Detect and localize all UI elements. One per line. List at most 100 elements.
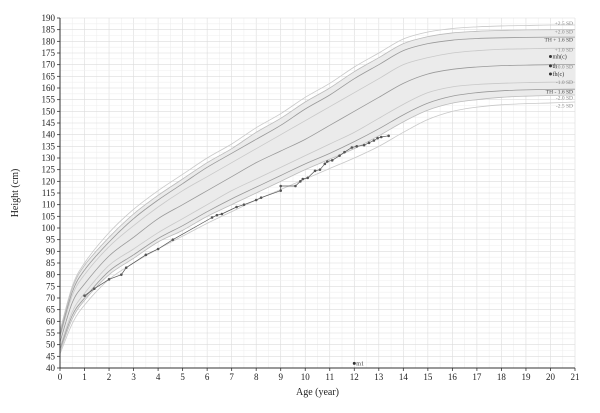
y-tick-label: 165	[42, 71, 56, 81]
patient-height-point	[355, 145, 359, 148]
x-tick-label: 10	[301, 372, 311, 382]
reference-curve	[59, 88, 576, 350]
patient-height-point	[279, 189, 283, 192]
x-tick-label: 17	[472, 372, 482, 382]
patient-height-point	[171, 238, 175, 241]
patient-height-point	[379, 135, 383, 139]
patient-height-point	[338, 154, 341, 157]
parental-mark-label: m1	[356, 361, 364, 367]
patient-height-point	[372, 139, 376, 142]
patient-height-point	[326, 160, 329, 163]
parental-mark-label: mh(c)	[552, 54, 566, 61]
y-tick-label: 80	[46, 270, 56, 280]
x-tick-label: 5	[180, 372, 185, 382]
patient-height-point	[144, 253, 148, 257]
x-tick-label: 7	[229, 372, 234, 382]
y-tick-label: 150	[42, 106, 56, 116]
x-tick-label: 19	[521, 372, 531, 382]
patient-height-point	[387, 134, 390, 138]
x-tick-label: 1	[82, 372, 87, 382]
patient-height-point	[301, 177, 305, 181]
patient-height-point	[107, 278, 111, 281]
reference-label: +1.0 SD	[555, 47, 573, 53]
patient-height-point	[210, 216, 214, 219]
patient-height-point	[279, 184, 283, 188]
y-tick-label: 175	[42, 48, 56, 58]
y-tick-label: 100	[42, 223, 56, 233]
x-tick-label: 11	[325, 372, 334, 382]
patient-height-point	[313, 169, 317, 173]
y-tick-label: 90	[46, 246, 56, 256]
y-tick-label: 95	[46, 235, 56, 245]
y-tick-label: 105	[42, 211, 56, 221]
parental-mark-point	[548, 64, 552, 68]
reference-curve	[59, 94, 576, 352]
y-tick-label: 145	[42, 118, 56, 128]
patient-height-point	[367, 141, 371, 145]
patient-height-point	[220, 212, 224, 216]
x-tick-label: 12	[350, 372, 359, 382]
reference-curve	[59, 36, 576, 336]
y-tick-label: 125	[42, 165, 56, 175]
x-tick-label: 20	[546, 372, 556, 382]
sd-band	[60, 29, 575, 352]
reference-label: ±0.0 SD	[555, 64, 573, 70]
x-tick-label: 4	[156, 372, 161, 382]
x-tick-label: 0	[58, 372, 63, 382]
patient-height-point	[254, 198, 258, 202]
patient-height-point	[299, 180, 302, 183]
patient-height-point	[330, 159, 334, 162]
x-tick-label: 21	[571, 372, 580, 382]
patient-height-point	[242, 203, 246, 206]
y-tick-label: 135	[42, 141, 56, 151]
patient-height-point	[215, 213, 219, 217]
reference-curve	[59, 47, 576, 338]
patient-series	[83, 134, 390, 297]
patient-height-point	[156, 247, 160, 251]
patient-height-point	[323, 162, 327, 166]
patient-height-point	[362, 143, 366, 147]
reference-label: -2.0 SD	[556, 95, 573, 101]
y-tick-label: 60	[46, 316, 56, 326]
x-tick-label: 8	[254, 372, 259, 382]
y-tick-label: 180	[42, 36, 56, 46]
reference-label: +2.0 SD	[555, 29, 573, 35]
y-tick-label: 110	[42, 200, 56, 210]
y-tick-label: 75	[46, 281, 56, 291]
x-tick-label: 14	[399, 372, 409, 382]
y-tick-label: 65	[46, 305, 56, 315]
reference-curve	[59, 81, 576, 348]
x-tick-label: 16	[448, 372, 458, 382]
reference-label: -2.5 SD	[556, 103, 573, 109]
patient-height-point	[343, 150, 346, 154]
patient-height-point	[120, 273, 123, 276]
reference-label: -1.0 SD	[556, 80, 573, 86]
x-tick-label: 9	[278, 372, 283, 382]
sd-band-area	[60, 29, 575, 352]
y-tick-label: 45	[46, 351, 56, 361]
reference-curve	[59, 24, 576, 331]
patient-height-point	[83, 294, 86, 297]
y-tick-label: 85	[46, 258, 56, 268]
x-ticks: 0 1 2 3 4 5 6 7 8 9 10 11 12 13 14 15 16 17 18 19 20 21	[58, 368, 580, 382]
x-tick-label: 3	[131, 372, 136, 382]
y-tick-label: 120	[42, 176, 56, 186]
y-tick-label: 190	[42, 13, 56, 23]
x-tick-label: 6	[205, 372, 210, 382]
parental-mark-label: fh(c)	[552, 71, 564, 78]
y-tick-label: 170	[42, 60, 56, 70]
patient-height-point	[259, 196, 263, 199]
x-tick-label: 18	[497, 372, 507, 382]
patient-height-point	[124, 266, 128, 269]
patient-height-point	[306, 176, 309, 180]
reference-curve	[59, 64, 576, 343]
patient-height-point	[93, 287, 96, 290]
y-ticks: 4045505560657075808590951001051101151201…	[42, 13, 60, 373]
y-tick-label: 40	[46, 363, 56, 373]
y-tick-label: 140	[42, 130, 56, 140]
x-tick-label: 13	[374, 372, 384, 382]
y-tick-label: 70	[46, 293, 56, 303]
x-tick-label: 15	[423, 372, 433, 382]
